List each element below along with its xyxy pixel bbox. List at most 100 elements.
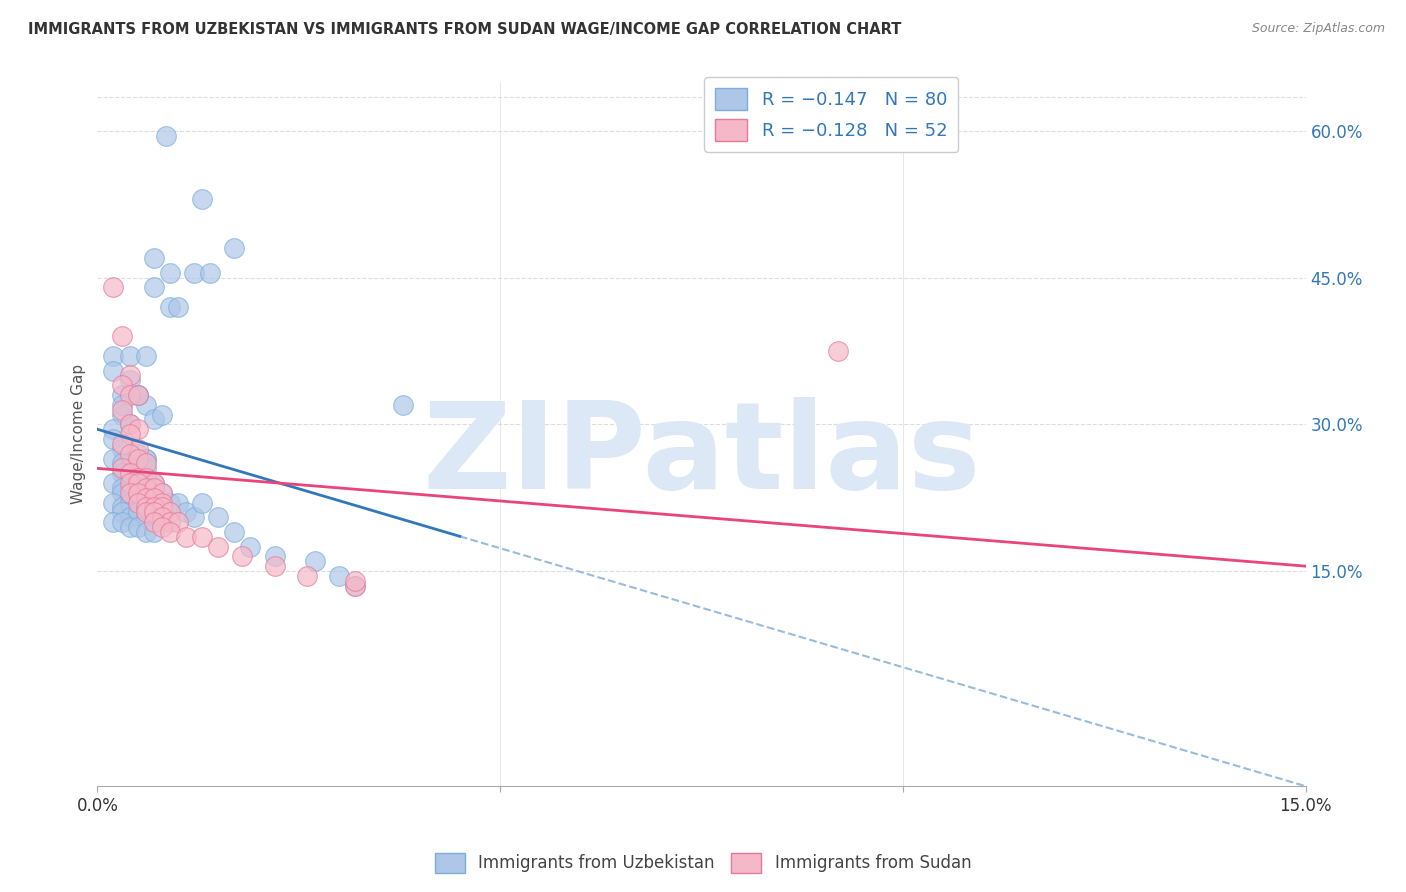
Text: Source: ZipAtlas.com: Source: ZipAtlas.com (1251, 22, 1385, 36)
Point (150, 485, 173, 500)
Point (150, 510, 173, 524)
Point (110, 505, 132, 519)
Point (110, 398, 132, 412)
Point (142, 280, 165, 294)
Point (118, 417, 141, 432)
Point (159, 505, 181, 519)
Point (142, 491, 165, 505)
Point (135, 349, 157, 363)
Point (127, 471, 149, 485)
Point (135, 491, 157, 505)
Point (103, 476, 125, 491)
Point (207, 540, 229, 554)
Point (142, 500, 165, 515)
Point (110, 388, 132, 402)
Point (142, 515, 165, 529)
Point (110, 515, 132, 529)
Point (118, 349, 141, 363)
Point (118, 417, 141, 432)
Point (159, 515, 181, 529)
Point (110, 500, 132, 515)
Point (239, 540, 262, 554)
Point (118, 491, 141, 505)
Point (135, 505, 157, 519)
Point (135, 457, 157, 471)
Point (110, 408, 132, 422)
Point (159, 300, 181, 314)
Point (110, 437, 132, 451)
Y-axis label: Wage/Income Gap: Wage/Income Gap (72, 364, 86, 504)
Point (142, 476, 165, 491)
Legend: R = −0.147   N = 80, R = −0.128   N = 52: R = −0.147 N = 80, R = −0.128 N = 52 (704, 77, 959, 152)
Point (118, 373, 141, 387)
Point (231, 549, 253, 564)
Point (110, 378, 132, 392)
Point (127, 495, 149, 509)
Point (263, 549, 285, 564)
Point (103, 495, 125, 509)
Point (110, 402, 132, 417)
Point (118, 495, 141, 509)
Text: ZIPatlas: ZIPatlas (422, 397, 981, 514)
Point (118, 485, 141, 500)
Point (135, 451, 157, 466)
Point (135, 476, 157, 491)
Point (198, 266, 221, 280)
Point (127, 485, 149, 500)
Point (127, 422, 149, 436)
Point (103, 451, 125, 466)
Point (150, 500, 173, 515)
Point (118, 368, 141, 383)
Point (142, 251, 165, 265)
Point (155, 128, 177, 143)
Point (110, 481, 132, 495)
Point (263, 559, 285, 574)
Point (224, 524, 246, 539)
Point (127, 471, 149, 485)
Point (150, 485, 173, 500)
Point (118, 461, 141, 475)
Point (118, 467, 141, 481)
Point (191, 193, 214, 207)
Point (159, 266, 181, 280)
Point (135, 524, 157, 539)
Point (344, 579, 367, 593)
Point (827, 344, 849, 359)
Point (127, 442, 149, 456)
Point (110, 457, 132, 471)
Point (127, 461, 149, 475)
Point (142, 505, 165, 519)
Point (127, 388, 149, 402)
Point (159, 524, 181, 539)
Point (127, 451, 149, 466)
Point (103, 349, 125, 363)
Point (103, 432, 125, 446)
Point (344, 579, 367, 593)
Point (142, 476, 165, 491)
Point (118, 388, 141, 402)
Text: IMMIGRANTS FROM UZBEKISTAN VS IMMIGRANTS FROM SUDAN WAGE/INCOME GAP CORRELATION : IMMIGRANTS FROM UZBEKISTAN VS IMMIGRANTS… (28, 22, 901, 37)
Point (110, 461, 132, 475)
Point (127, 476, 149, 491)
Point (118, 476, 141, 491)
Point (159, 495, 181, 509)
Point (183, 510, 205, 524)
Point (118, 476, 141, 491)
Point (167, 300, 190, 314)
Point (110, 485, 132, 500)
Point (127, 505, 149, 519)
Point (103, 363, 125, 377)
Point (135, 461, 157, 475)
Point (135, 471, 157, 485)
Point (118, 447, 141, 461)
Point (103, 422, 125, 436)
Point (135, 510, 157, 524)
Point (191, 495, 214, 509)
Point (150, 495, 173, 509)
Point (174, 530, 197, 544)
Point (167, 495, 190, 509)
Point (191, 530, 214, 544)
Point (174, 505, 197, 519)
Point (118, 510, 141, 524)
Point (110, 329, 132, 343)
